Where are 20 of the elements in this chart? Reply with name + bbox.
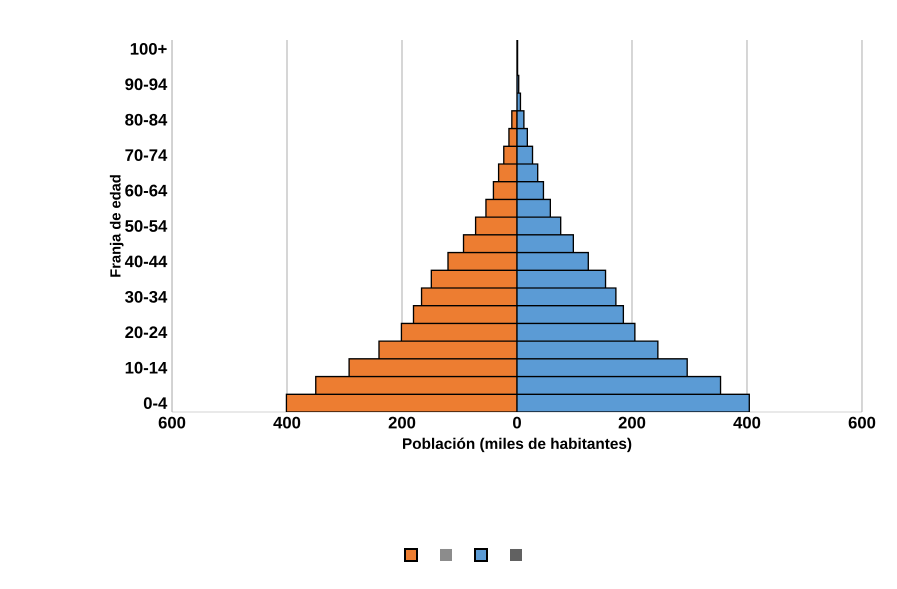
x-tick-label: 400 bbox=[733, 416, 760, 428]
x-tick-label: 400 bbox=[273, 416, 300, 428]
y-tick-label: 30-34 bbox=[125, 290, 168, 303]
y-tick-label: 70-74 bbox=[125, 149, 168, 162]
y-axis-title: Franja de edad bbox=[110, 175, 124, 277]
x-tick-label: 600 bbox=[848, 416, 876, 428]
y-tick-label: 60-64 bbox=[125, 184, 168, 196]
x-tick-label: 600 bbox=[158, 416, 186, 428]
x-tick-label: 0 bbox=[513, 416, 521, 428]
x-axis-title: Población (miles de habitantes) bbox=[403, 438, 632, 452]
y-tick-label: 50-54 bbox=[125, 220, 168, 232]
y-tick-label: 20-24 bbox=[125, 326, 168, 338]
x-tick-label: 200 bbox=[618, 416, 646, 428]
y-tick-label: 40-44 bbox=[124, 256, 168, 268]
y-tick-label: 80-84 bbox=[125, 114, 168, 126]
x-tick-label: 200 bbox=[388, 416, 416, 428]
y-tick-label: 90-94 bbox=[125, 78, 168, 90]
y-tick-label: 10-14 bbox=[126, 362, 168, 374]
y-tick-label: 100+ bbox=[130, 42, 167, 55]
y-tick-label: 0-4 bbox=[144, 397, 168, 410]
